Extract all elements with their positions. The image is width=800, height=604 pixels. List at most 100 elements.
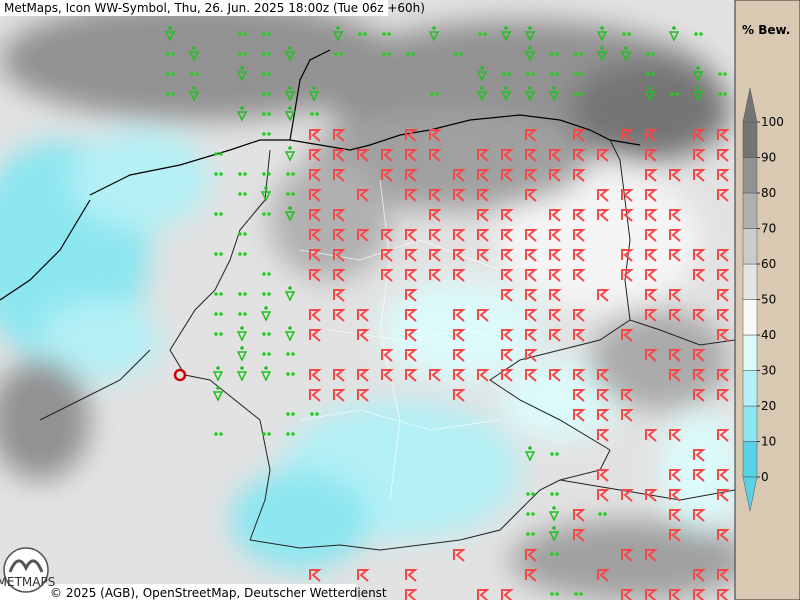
rain-dot [550, 592, 554, 596]
tick-label: 10 [761, 435, 776, 449]
thunder-symbol [405, 349, 418, 362]
thunder-symbol [717, 269, 730, 282]
shower-dot [528, 26, 532, 30]
thunder-symbol [525, 549, 538, 562]
thunder-symbol [309, 309, 322, 322]
rain-dot [267, 352, 271, 356]
thunder-symbol [381, 269, 394, 282]
thunder-symbol [525, 269, 538, 282]
rain-dot [555, 72, 559, 76]
shower-dot [336, 26, 340, 30]
thunder-symbol [429, 189, 442, 202]
shower-dot [288, 106, 292, 110]
thunder-symbol [309, 249, 322, 262]
rain-dot [262, 52, 266, 56]
rain-dot [310, 112, 314, 116]
thunder-symbol [309, 149, 322, 162]
shower-dot [240, 106, 244, 110]
thunder-symbol [309, 369, 322, 382]
shower-dot [192, 86, 196, 90]
shower-symbol [476, 71, 488, 82]
thunder-symbol [717, 149, 730, 162]
rain-dot [171, 72, 175, 76]
thunder-symbol [693, 569, 706, 582]
thunder-symbol [477, 369, 490, 382]
rain-dot [267, 172, 271, 176]
thunder-symbol [717, 429, 730, 442]
color-band [742, 370, 758, 407]
thunder-symbol [501, 289, 514, 302]
thunder-symbol [549, 309, 562, 322]
thunder-symbol [693, 349, 706, 362]
thunder-symbol [525, 329, 538, 342]
thunder-symbol [357, 229, 370, 242]
rain-dot [574, 92, 578, 96]
rain-dot [262, 92, 266, 96]
rain-dot [579, 92, 583, 96]
rain-dot [286, 432, 290, 436]
rain-dot [171, 52, 175, 56]
shower-symbol [260, 311, 272, 322]
rain-dot [555, 492, 559, 496]
rain-dot [171, 92, 175, 96]
rain-dot [363, 32, 367, 36]
rain-dot [718, 72, 722, 76]
rain-dot [555, 592, 559, 596]
shower-symbol [524, 31, 536, 42]
thunder-symbol [573, 389, 586, 402]
thunder-symbol [309, 129, 322, 142]
thunder-symbol [573, 529, 586, 542]
thunder-symbol [405, 309, 418, 322]
shower-symbol [284, 91, 296, 102]
thunder-symbol [333, 389, 346, 402]
thunder-symbol [453, 169, 466, 182]
shower-symbol [428, 31, 440, 42]
thunder-symbol [645, 309, 658, 322]
rain-dot [291, 192, 295, 196]
thunder-symbol [405, 149, 418, 162]
rain-dot [723, 72, 727, 76]
shower-dot [216, 386, 220, 390]
rain-dot [243, 312, 247, 316]
thunder-symbol [573, 509, 586, 522]
thunder-symbol [429, 269, 442, 282]
rain-dot [262, 432, 266, 436]
thunder-symbol [453, 369, 466, 382]
rain-dot [286, 352, 290, 356]
tick-label: 80 [761, 186, 776, 200]
rain-dot [214, 212, 218, 216]
thunder-symbol [525, 189, 538, 202]
color-band [742, 263, 758, 300]
rain-dot [219, 212, 223, 216]
thunder-symbol [645, 169, 658, 182]
shower-symbol [548, 91, 560, 102]
shower-symbol [236, 331, 248, 342]
thunder-symbol [645, 129, 658, 142]
rain-dot [243, 232, 247, 236]
thunder-symbol [573, 209, 586, 222]
rain-dot [243, 32, 247, 36]
thunder-symbol [669, 309, 682, 322]
tick-label: 70 [761, 222, 776, 236]
shower-dot [312, 86, 316, 90]
thunder-symbol [717, 589, 730, 600]
shower-symbol [260, 191, 272, 202]
rain-dot [238, 232, 242, 236]
rain-dot [166, 72, 170, 76]
rain-dot [483, 32, 487, 36]
thunder-symbol [429, 149, 442, 162]
thunder-symbol [573, 369, 586, 382]
rain-dot [214, 432, 218, 436]
thunder-symbol [405, 569, 418, 582]
thunder-symbol [573, 169, 586, 182]
thunder-symbol [525, 569, 538, 582]
logo-text: METMAPS [0, 575, 55, 589]
thunder-symbol [597, 469, 610, 482]
thunder-symbol [669, 349, 682, 362]
color-band [742, 405, 758, 442]
thunder-symbol [669, 489, 682, 502]
thunder-symbol [717, 329, 730, 342]
shower-dot [480, 86, 484, 90]
thunder-symbol [621, 549, 634, 562]
